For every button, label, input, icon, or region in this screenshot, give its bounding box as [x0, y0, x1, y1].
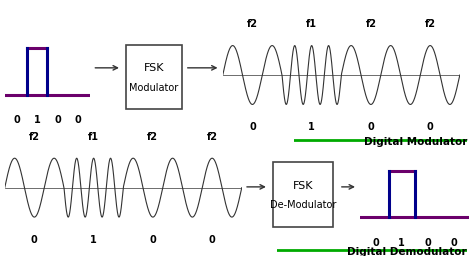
- Text: 0: 0: [367, 122, 374, 132]
- Text: f2: f2: [29, 132, 40, 142]
- Text: 0: 0: [14, 115, 20, 125]
- Text: f2: f2: [425, 19, 436, 29]
- Text: Digital Demodulator: Digital Demodulator: [347, 247, 467, 256]
- Text: 0: 0: [373, 238, 379, 248]
- Text: FSK: FSK: [144, 63, 164, 73]
- Text: f1: f1: [306, 19, 317, 29]
- FancyBboxPatch shape: [273, 162, 333, 227]
- FancyBboxPatch shape: [126, 45, 182, 109]
- Text: 0: 0: [424, 238, 431, 248]
- Text: 1: 1: [308, 122, 315, 132]
- Text: 0: 0: [74, 115, 81, 125]
- Text: 0: 0: [209, 235, 216, 245]
- Text: 0: 0: [54, 115, 61, 125]
- Text: 1: 1: [34, 115, 41, 125]
- Text: 0: 0: [149, 235, 156, 245]
- Text: 0: 0: [450, 238, 457, 248]
- Text: f1: f1: [88, 132, 99, 142]
- Text: 0: 0: [249, 122, 256, 132]
- Text: f2: f2: [207, 132, 218, 142]
- Text: FSK: FSK: [293, 181, 314, 191]
- Text: 1: 1: [90, 235, 97, 245]
- Text: f2: f2: [247, 19, 258, 29]
- Text: Modulator: Modulator: [129, 82, 179, 93]
- Text: Digital Modulator: Digital Modulator: [364, 137, 467, 147]
- Text: De-Modulator: De-Modulator: [270, 200, 337, 210]
- Text: 1: 1: [398, 238, 405, 248]
- Text: 0: 0: [427, 122, 434, 132]
- Text: 0: 0: [31, 235, 38, 245]
- Text: f2: f2: [365, 19, 376, 29]
- Text: f2: f2: [147, 132, 158, 142]
